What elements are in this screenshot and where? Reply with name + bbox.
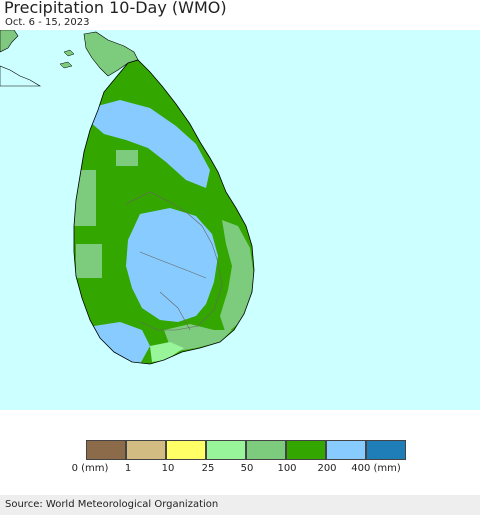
legend-swatch-200 bbox=[326, 440, 366, 460]
legend-label: 25 bbox=[201, 463, 215, 474]
island bbox=[63, 49, 75, 57]
map-title: Precipitation 10-Day (WMO) bbox=[4, 0, 227, 17]
legend-labels: 0 (mm) 1 10 25 50 100 200 400 (mm) bbox=[0, 463, 480, 477]
legend-swatch-25 bbox=[206, 440, 246, 460]
source-credit: Source: World Meteorological Organizatio… bbox=[5, 499, 219, 510]
legend-label: 200 bbox=[317, 463, 337, 474]
footer-bar: Source: World Meteorological Organizatio… bbox=[0, 495, 480, 515]
legend-swatch-100 bbox=[286, 440, 326, 460]
legend-label: 400 (mm) bbox=[351, 463, 401, 474]
precipitation-map bbox=[0, 30, 480, 410]
province-boundary bbox=[125, 191, 223, 331]
sri-lanka-landmass bbox=[74, 60, 254, 364]
legend-swatch-0 bbox=[86, 440, 126, 460]
legend-swatch-50 bbox=[246, 440, 286, 460]
legend-swatch-400 bbox=[366, 440, 406, 460]
legend-swatch-1 bbox=[126, 440, 166, 460]
precipitation-legend bbox=[86, 440, 407, 461]
india-landmass bbox=[0, 30, 19, 53]
legend-label: 10 bbox=[161, 463, 175, 474]
island bbox=[59, 61, 73, 69]
legend-label: 1 bbox=[124, 463, 132, 474]
legend-label: 0 (mm) bbox=[71, 463, 109, 474]
map-canvas bbox=[0, 30, 255, 365]
india-landmass bbox=[0, 65, 42, 87]
legend-label: 100 bbox=[277, 463, 297, 474]
legend-swatch-10 bbox=[166, 440, 206, 460]
legend-label: 50 bbox=[240, 463, 254, 474]
sri-lanka-coastline bbox=[73, 59, 255, 365]
date-range: Oct. 6 - 15, 2023 bbox=[5, 17, 90, 28]
